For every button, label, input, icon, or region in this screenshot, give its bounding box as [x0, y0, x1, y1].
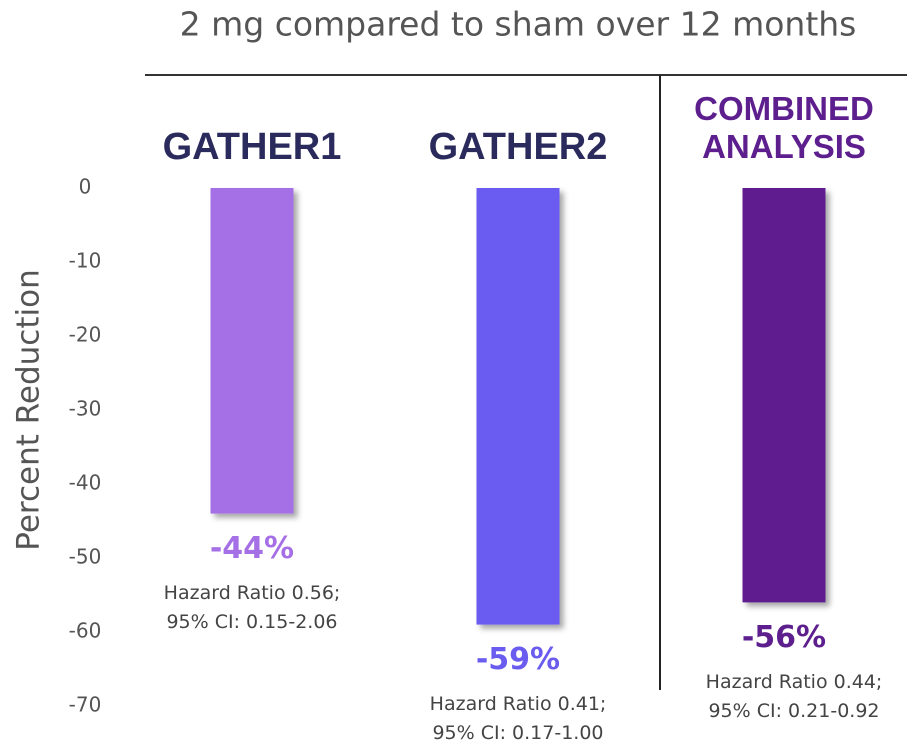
annotation: 95% CI: 0.17-1.00	[432, 722, 603, 744]
category-label: GATHER1	[162, 126, 342, 168]
annotation: 95% CI: 0.15-2.06	[166, 611, 337, 633]
chart-title: 2 mg compared to sham over 12 months	[180, 5, 857, 44]
bar	[210, 188, 294, 514]
y-tick-label: -40	[69, 471, 102, 495]
annotation: Hazard Ratio 0.44;	[706, 671, 883, 693]
value-label: -56%	[742, 620, 826, 655]
y-tick-label: -20	[69, 323, 102, 347]
value-label: -44%	[210, 531, 294, 566]
bar	[476, 188, 560, 625]
y-tick-label: -30	[69, 397, 102, 421]
annotation: 95% CI: 0.21-0.92	[708, 700, 879, 722]
category-label: COMBINED ANALYSIS	[694, 90, 874, 165]
y-tick-label: -10	[69, 249, 102, 273]
annotation: Hazard Ratio 0.56;	[164, 582, 341, 604]
y-tick-label: -70	[69, 693, 102, 717]
bar	[742, 188, 826, 603]
y-tick-label: -60	[69, 619, 102, 643]
value-label: -59%	[476, 642, 560, 677]
y-axis-label: Percent Reduction	[11, 269, 47, 550]
y-tick-label: 0	[79, 175, 92, 199]
annotation: Hazard Ratio 0.41;	[430, 693, 607, 715]
y-tick-label: -50	[69, 545, 102, 569]
category-label: GATHER2	[428, 126, 608, 168]
